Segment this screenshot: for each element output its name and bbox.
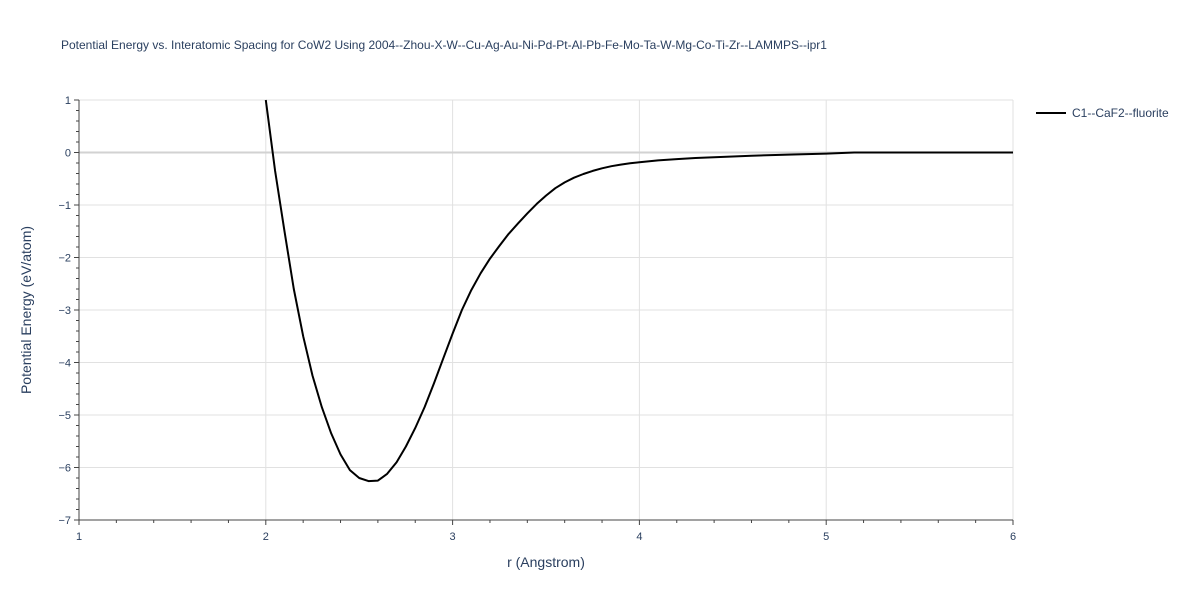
legend[interactable]: C1--CaF2--fluorite [1036,106,1169,120]
x-tick-label: 1 [76,531,82,543]
y-tick-label: 1 [65,95,71,107]
legend-swatch [1036,112,1066,114]
y-tick-label: −4 [58,358,71,370]
y-tick-label: −2 [58,253,71,265]
y-tick-label: −5 [58,410,71,422]
y-tick-label: −6 [58,463,71,475]
y-tick-label: −1 [58,200,71,212]
y-tick-label: −3 [58,305,71,317]
y-tick-label: 0 [65,148,71,160]
x-tick-label: 6 [1010,531,1016,543]
series-line [264,99,1013,483]
y-tick-label: −7 [58,515,71,527]
x-tick-label: 3 [450,531,456,543]
x-tick-label: 4 [636,531,642,543]
chart-title: Potential Energy vs. Interatomic Spacing… [61,38,827,52]
legend-entry-label: C1--CaF2--fluorite [1072,106,1169,120]
x-axis-label: r (Angstrom) [507,554,585,570]
x-tick-label: 2 [263,531,269,543]
y-axis-label: Potential Energy (eV/atom) [18,225,34,395]
x-tick-label: 5 [823,531,829,543]
